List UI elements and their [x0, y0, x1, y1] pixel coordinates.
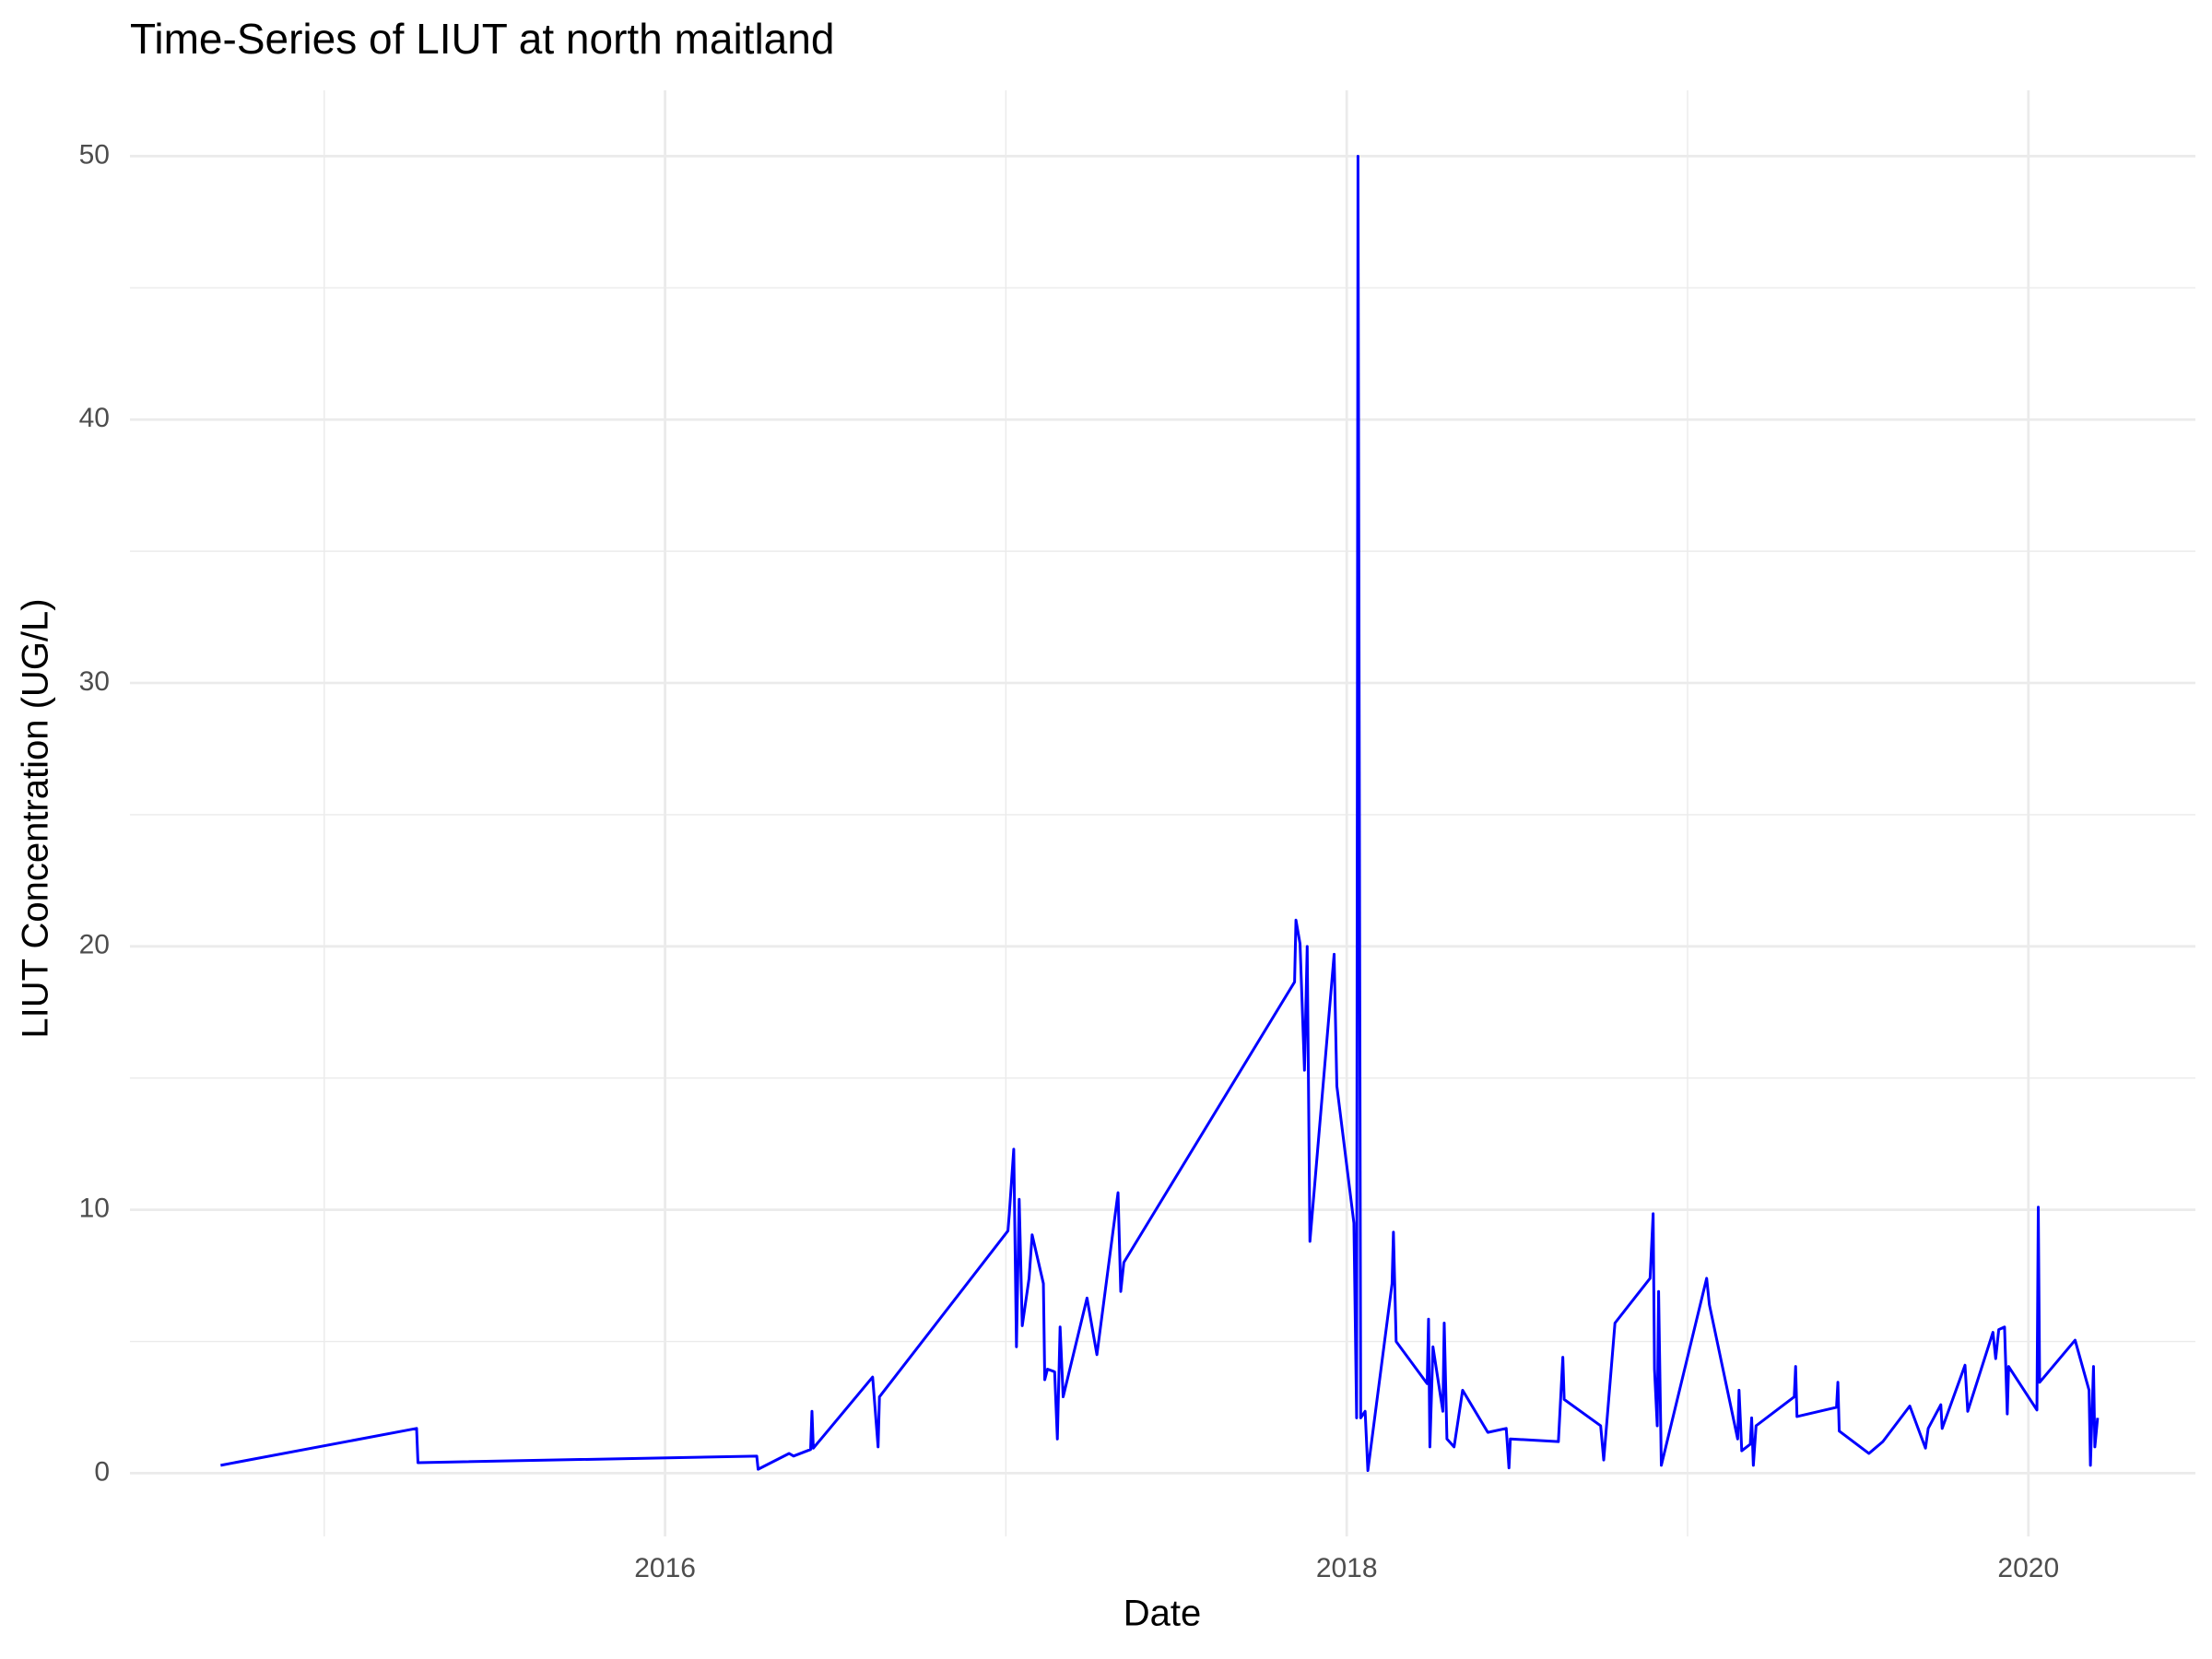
x-tick-label: 2018: [1316, 1553, 1378, 1583]
x-tick-label: 2020: [1997, 1553, 2059, 1583]
y-tick-label: 10: [79, 1194, 110, 1224]
x-axis-title: Date: [1124, 1594, 1202, 1634]
chart-title: Time-Series of LIUT at north maitland: [130, 15, 834, 63]
data-line: [220, 154, 2100, 1473]
y-tick-label: 40: [79, 403, 110, 433]
x-tick-label: 2016: [634, 1553, 696, 1583]
y-tick-label: 30: [79, 666, 110, 697]
y-tick-label: 0: [94, 1456, 110, 1487]
y-tick-label: 50: [79, 139, 110, 170]
y-axis-title: LIUT Concentration (UG/L): [16, 598, 56, 1038]
y-tick-label: 20: [79, 930, 110, 960]
